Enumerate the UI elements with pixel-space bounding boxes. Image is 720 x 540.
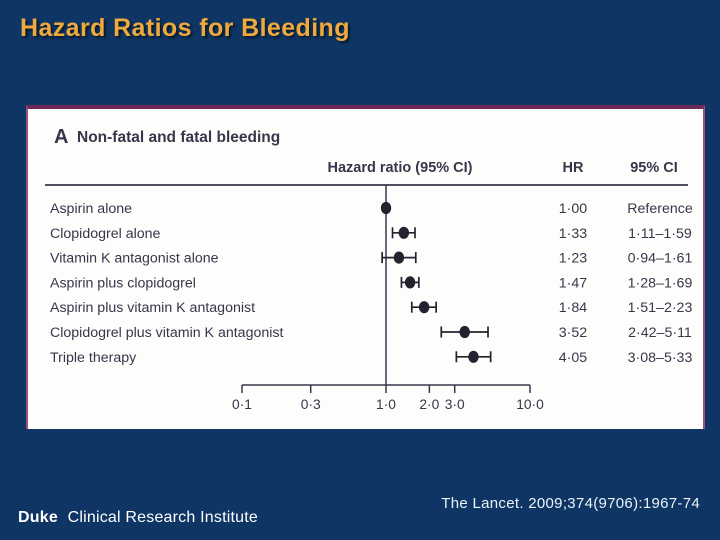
row-label: Clopidogrel alone bbox=[50, 226, 161, 242]
hr-value: 1·00 bbox=[559, 201, 588, 217]
col-header-hr: HR bbox=[563, 160, 584, 176]
citation: The Lancet. 2009;374(9706):1967-74 bbox=[441, 495, 700, 512]
hr-value: 1·84 bbox=[559, 300, 588, 316]
x-tick-label: 2·0 bbox=[419, 397, 439, 412]
x-tick-label: 3·0 bbox=[445, 397, 465, 412]
duke-logo-bold: Duke bbox=[18, 509, 58, 526]
point-estimate bbox=[380, 201, 392, 215]
duke-logo: Duke Clinical Research Institute bbox=[18, 509, 258, 527]
hr-value: 1·33 bbox=[559, 226, 588, 242]
x-tick-label: 10·0 bbox=[516, 397, 544, 412]
point-estimate bbox=[393, 251, 405, 264]
row-label: Aspirin alone bbox=[50, 201, 132, 217]
point-estimate bbox=[459, 325, 470, 339]
row-label: Aspirin plus clopidogrel bbox=[50, 275, 196, 291]
col-header-hazard-ratio: Hazard ratio (95% CI) bbox=[327, 160, 472, 176]
row-label: Aspirin plus vitamin K antagonist bbox=[50, 300, 255, 316]
ci-value: 1·51–2·23 bbox=[628, 300, 693, 316]
row-label: Triple therapy bbox=[50, 350, 137, 366]
hr-value: 4·05 bbox=[559, 350, 588, 366]
ci-value: Reference bbox=[627, 201, 693, 217]
x-tick-label: 1·0 bbox=[376, 397, 396, 412]
col-header-ci: 95% CI bbox=[630, 160, 678, 176]
ci-value: 1·28–1·69 bbox=[628, 275, 693, 291]
x-tick-label: 0·3 bbox=[301, 397, 321, 412]
hr-value: 3·52 bbox=[559, 325, 588, 341]
x-tick-label: 0·1 bbox=[232, 397, 252, 412]
row-label: Vitamin K antagonist alone bbox=[50, 251, 219, 267]
panel-title: Non-fatal and fatal bleeding bbox=[77, 129, 280, 146]
ci-value: 3·08–5·33 bbox=[628, 350, 693, 366]
point-estimate bbox=[404, 276, 416, 289]
point-estimate bbox=[418, 301, 430, 314]
ci-value: 2·42–5·11 bbox=[628, 325, 692, 341]
ci-value: 0·94–1·61 bbox=[628, 251, 693, 267]
point-estimate bbox=[398, 226, 410, 239]
row-label: Clopidogrel plus vitamin K antagonist bbox=[50, 325, 283, 341]
point-estimate bbox=[468, 350, 479, 363]
hr-value: 1·47 bbox=[559, 275, 588, 291]
forest-plot-figure: A Non-fatal and fatal bleeding Hazard rati… bbox=[45, 126, 693, 412]
panel-label: A bbox=[54, 126, 68, 148]
forest-plot-panel: A Non-fatal and fatal bleeding Hazard rati… bbox=[26, 105, 705, 429]
page-title: Hazard Ratios for Bleeding bbox=[20, 14, 350, 42]
duke-logo-rest: Clinical Research Institute bbox=[67, 509, 258, 526]
ci-value: 1·11–1·59 bbox=[628, 226, 692, 242]
hr-value: 1·23 bbox=[559, 251, 588, 267]
